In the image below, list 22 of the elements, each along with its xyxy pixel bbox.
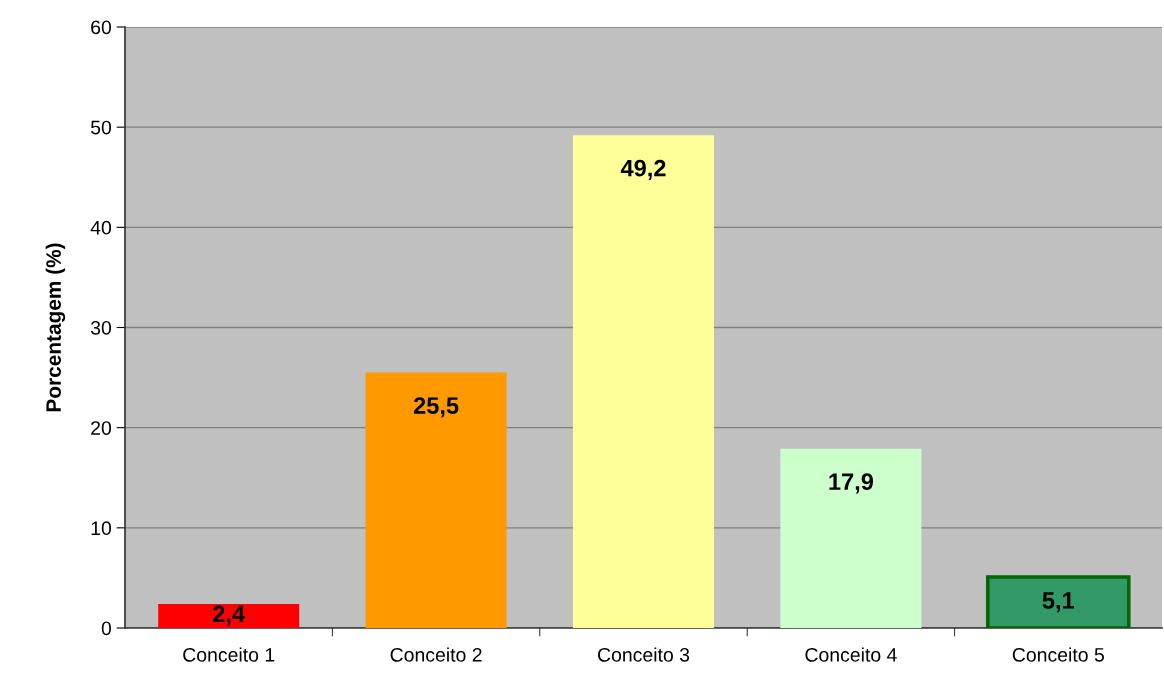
y-tick-label: 60 [91, 20, 112, 35]
y-tick-label: 10 [91, 521, 112, 536]
data-label: 2,4 [213, 605, 245, 626]
y-tick-label: 40 [90, 220, 112, 235]
x-tick-label: Conceito 2 [390, 647, 482, 662]
data-label: 17,9 [829, 473, 873, 494]
y-tick-label: 0 [101, 621, 112, 636]
bar [572, 135, 715, 628]
x-tick-label: Conceito 1 [183, 647, 275, 662]
y-tick-label: 20 [91, 421, 112, 435]
x-tick-label: Conceito 3 [598, 647, 690, 662]
bar [158, 603, 300, 628]
bar [365, 372, 507, 628]
y-axis-title: Porcentagem (%) [45, 243, 66, 412]
y-tick-label: 50 [90, 120, 112, 135]
y-tick-label: 30 [90, 320, 112, 335]
data-label: 25,5 [413, 397, 459, 418]
data-label: 49,2 [620, 159, 666, 180]
data-label: 5,1 [1042, 592, 1075, 613]
x-tick-label: Conceito 4 [805, 647, 897, 662]
x-tick-label: Conceito 5 [1012, 647, 1104, 662]
bar [780, 448, 922, 628]
